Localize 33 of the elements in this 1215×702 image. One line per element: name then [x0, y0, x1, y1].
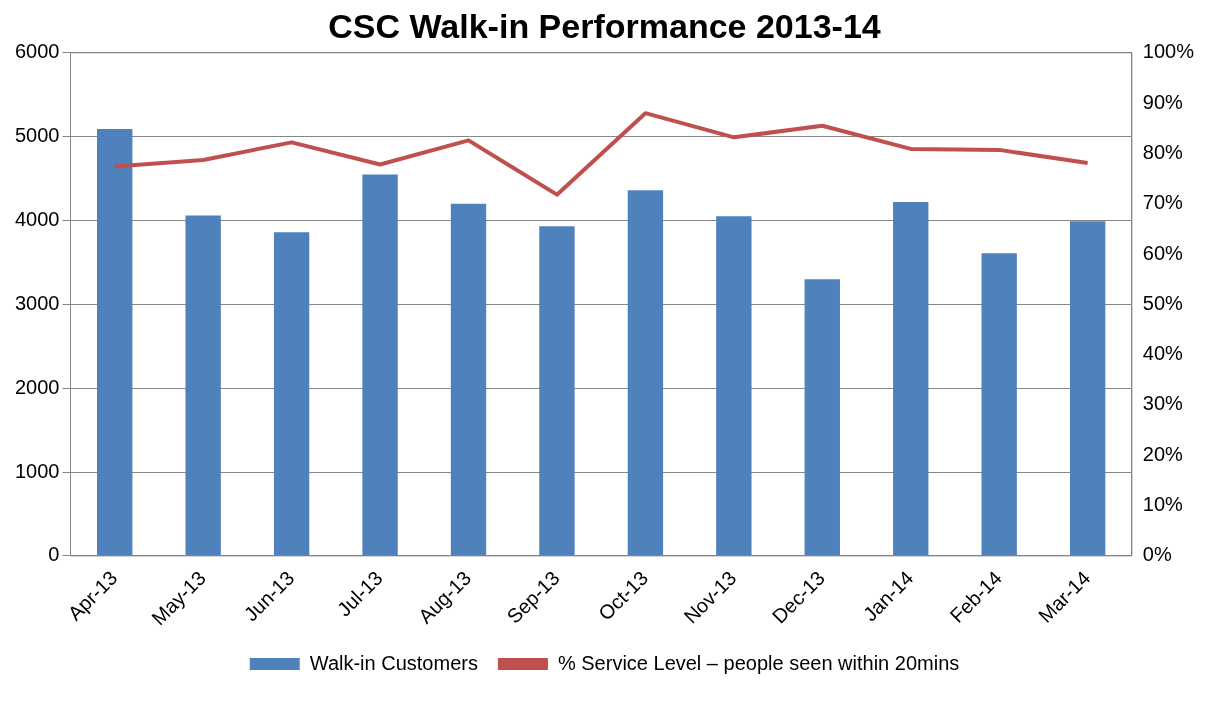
bar	[273, 232, 310, 556]
legend-label: % Service Level – people seen within 20mins	[557, 651, 960, 674]
y2-tick-label: 10%	[1142, 493, 1184, 516]
bar	[362, 174, 398, 556]
y-tick-label: 5000	[14, 124, 60, 147]
bar	[539, 226, 575, 556]
legend-label: Walk-in Customers	[309, 651, 478, 674]
bar	[97, 129, 133, 556]
y2-tick-label: 40%	[1142, 342, 1184, 365]
bar	[185, 215, 221, 556]
y-tick-label: 1000	[14, 459, 60, 482]
y2-tick-label: 80%	[1142, 140, 1184, 163]
y-tick-label: 2000	[14, 375, 60, 398]
bar	[450, 203, 487, 556]
y2-tick-label: 100%	[1142, 40, 1195, 63]
bar	[627, 190, 664, 556]
y2-tick-label: 60%	[1142, 241, 1184, 264]
bar	[804, 279, 840, 556]
y-tick-label: 0	[48, 543, 60, 566]
bar	[893, 202, 929, 556]
y-tick-label: 3000	[14, 291, 60, 314]
bar	[716, 216, 752, 556]
y2-tick-label: 0%	[1142, 543, 1172, 566]
y-tick-label: 4000	[14, 208, 60, 231]
bar	[981, 253, 1017, 556]
y-tick-label: 6000	[14, 40, 60, 63]
y2-tick-label: 50%	[1142, 291, 1184, 314]
y2-tick-label: 90%	[1142, 90, 1184, 113]
bar	[1069, 221, 1106, 556]
chart-title: CSC Walk-in Performance 2013-14	[328, 6, 881, 45]
y2-tick-label: 70%	[1142, 191, 1184, 214]
y2-tick-label: 20%	[1142, 442, 1184, 465]
y2-tick-label: 30%	[1142, 392, 1184, 415]
